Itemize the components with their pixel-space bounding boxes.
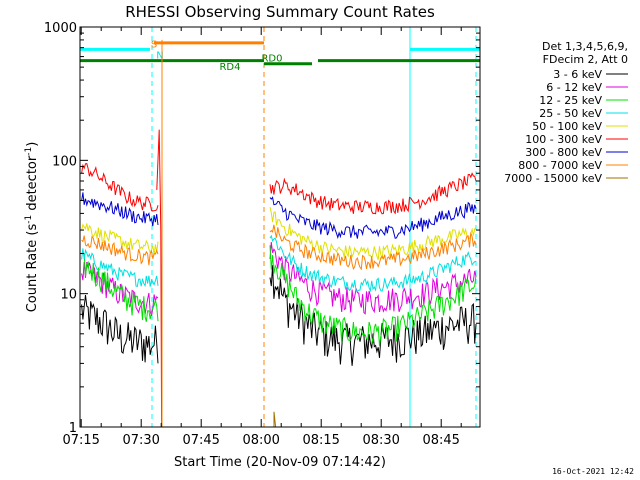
series-line [81,192,159,227]
x-tick-label: 07:30 [122,433,159,448]
flag-annotation: S [151,40,157,51]
series-line [81,163,159,212]
series-line [269,224,477,271]
x-tick-label: 08:45 [422,433,459,448]
y-axis-label-sup-2: -1 [24,147,34,156]
x-axis-label: Start Time (20-Nov-09 07:14:42) [174,455,386,470]
legend-header-line-2: FDecim 2, Att 0 [543,53,628,66]
y-tick-label: 1 [69,421,77,436]
legend: Det 1,3,4,5,6,9, FDecim 2, Att 0 3 - 6 k… [504,40,628,185]
series-line [81,252,159,322]
y-tick-label: 100 [52,154,77,169]
generated-timestamp: 16-Oct-2021 12:42 [552,467,634,476]
y-axis-label: Count Rate (s-1 detector-1) [24,142,40,313]
series-line [269,206,477,260]
x-axis: 07:15 07:30 07:45 08:00 08:15 08:30 08:45 [62,27,462,448]
y-axis-label-main: Count Rate (s [25,224,40,313]
flag-annotation: N [156,51,163,62]
legend-label: 7000 - 15000 keV [504,172,602,185]
x-tick-label: 07:45 [182,433,219,448]
flare-spike [156,129,163,428]
y-tick-label: 10 [60,288,77,303]
flag-annotation: RD0 [261,54,282,65]
chart-title: RHESSI Observing Summary Count Rates [125,3,435,21]
plot-marks: SN RD0 RD4 [79,27,480,428]
legend-header-line-1: Det 1,3,4,5,6,9, [542,40,628,53]
series-line [269,265,477,366]
series-line [81,235,159,266]
y-axis-label-tail: detector [25,155,40,215]
x-tick-label: 07:15 [62,433,99,448]
series-line [269,196,477,240]
legend-label: 25 - 50 keV [539,107,602,120]
x-tick-label: 08:30 [362,433,399,448]
series-line [269,234,477,293]
series-line [269,245,477,347]
y-axis-label-close: ) [25,142,40,147]
legend-label: 100 - 300 keV [525,133,602,146]
legend-label: 50 - 100 keV [532,120,602,133]
flag-annotation: RD4 [219,62,240,73]
y-axis-label-sup: -1 [24,215,34,224]
y-axis: 1 10 100 1000 [44,21,480,436]
series-line [269,172,477,215]
series-line [81,248,159,288]
x-tick-label: 08:15 [302,433,339,448]
legend-label: 12 - 25 keV [539,94,602,107]
legend-label: 6 - 12 keV [546,81,602,94]
series-line [81,295,159,364]
legend-label: 300 - 800 keV [525,146,602,159]
plot-frame [79,26,481,428]
series-line [81,223,159,256]
series-line [269,241,477,315]
legend-label: 800 - 7000 keV [518,159,602,172]
high-energy-spike [273,411,277,428]
legend-label: 3 - 6 keV [553,68,602,81]
y-tick-label: 1000 [44,21,77,36]
x-tick-label: 08:00 [242,433,279,448]
